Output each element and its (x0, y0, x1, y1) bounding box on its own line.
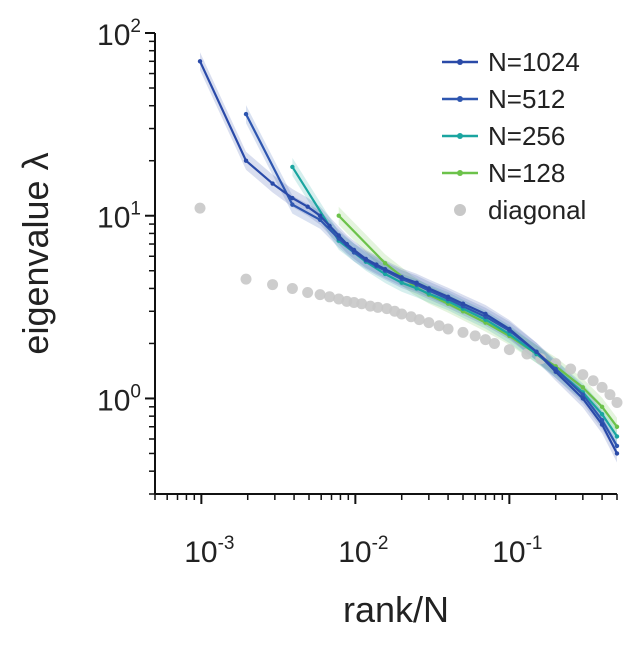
series-point (445, 294, 451, 300)
confidence-band (338, 206, 617, 436)
series-point (382, 271, 388, 277)
series-point (305, 204, 310, 209)
series-point (382, 266, 388, 272)
series-point (336, 213, 341, 218)
diagonal-point (356, 298, 368, 310)
series-point (327, 223, 332, 229)
diagonal-point (286, 282, 298, 294)
series-point (243, 111, 249, 117)
series-point (614, 434, 620, 439)
diagonal-point (587, 375, 599, 387)
diagonal-point (372, 301, 384, 313)
series-point (580, 396, 586, 401)
diagonal-point (302, 287, 314, 299)
diagonal-point (604, 389, 616, 401)
diagonal-point (503, 344, 515, 356)
y-tick-label: 102 (97, 16, 141, 52)
series-point (414, 280, 419, 285)
diagonal-point (423, 317, 435, 329)
diagonal-point (267, 279, 279, 291)
legend-entry[interactable]: diagonal (454, 195, 586, 225)
legend-label: N=256 (488, 121, 565, 151)
series-point (599, 404, 605, 410)
series-point (374, 262, 379, 267)
series-point (580, 392, 586, 397)
series-point (336, 233, 341, 238)
x-tick-label: 10-2 (338, 533, 388, 569)
diagonal-point (577, 369, 589, 381)
x-tick-label: 10-1 (492, 533, 542, 569)
series-point (534, 349, 539, 355)
series-point (460, 301, 466, 306)
series-point (507, 331, 512, 337)
y-tick-label: 100 (97, 381, 141, 417)
legend-marker (457, 133, 463, 139)
diagonal-point (457, 326, 469, 338)
series-layer (194, 59, 623, 456)
diagonal-point (413, 314, 425, 326)
tick-labels: 10-3 10-2 10-1 100 101 102 (97, 16, 542, 569)
series-point (553, 369, 558, 374)
series-point (344, 241, 350, 247)
legend-label: N=512 (488, 84, 565, 114)
legend-label: N=128 (488, 158, 565, 188)
series-point (614, 451, 620, 456)
diagonal-point (324, 291, 336, 303)
legend-dot-swatch (454, 204, 466, 216)
diagonal-point (442, 323, 454, 335)
y-tick-label: 101 (97, 199, 141, 235)
series-point (614, 424, 620, 429)
legend-marker (457, 96, 463, 102)
series-point (426, 286, 432, 291)
diagonal-point (194, 202, 206, 214)
diagonal-point (611, 397, 623, 409)
diagonal-point (596, 381, 608, 393)
legend-marker (457, 170, 463, 176)
series-point (580, 385, 586, 390)
legend-entry[interactable]: N=256 (442, 121, 565, 151)
y-axis-label: eigenvalue λ (15, 152, 56, 354)
diagonal-point (521, 348, 533, 360)
series-point (290, 164, 295, 170)
series-point (363, 256, 369, 262)
series-point (351, 247, 357, 253)
series-point (399, 280, 404, 285)
legend-entry[interactable]: N=128 (442, 158, 565, 188)
diagonal-point (314, 289, 326, 301)
series-point (243, 158, 249, 163)
series-point (414, 286, 419, 291)
series-point (317, 213, 323, 218)
series-point (599, 412, 605, 417)
x-axis-label: rank/N (343, 589, 449, 630)
legend-marker (457, 59, 463, 65)
diagonal-point (565, 363, 577, 375)
series-line (245, 113, 618, 447)
series-point (270, 181, 275, 186)
legend-label: N=1024 (488, 47, 580, 77)
series-point (290, 195, 295, 201)
series-point (483, 311, 488, 317)
series-point (317, 217, 323, 222)
series-point (197, 59, 203, 64)
diagonal-point (433, 320, 445, 332)
diagonal-point (488, 337, 500, 349)
axes (145, 32, 618, 504)
legend[interactable]: N=1024 N=512 N=256 N=128 diagonal (442, 47, 586, 225)
series-point (290, 202, 295, 207)
series-point (507, 326, 512, 332)
series-point (599, 422, 605, 427)
series-point (399, 275, 404, 280)
series-point (382, 260, 388, 266)
series-point (426, 291, 432, 296)
legend-entry[interactable]: N=1024 (442, 47, 580, 77)
series-point (614, 443, 620, 449)
legend-entry[interactable]: N=512 (442, 84, 565, 114)
diagonal-point (396, 308, 408, 320)
x-tick-label: 10-3 (184, 533, 234, 569)
diagonal-point (480, 334, 492, 346)
diagonal-point (240, 273, 252, 285)
diagonal-point (469, 330, 481, 342)
legend-label: diagonal (488, 195, 586, 225)
